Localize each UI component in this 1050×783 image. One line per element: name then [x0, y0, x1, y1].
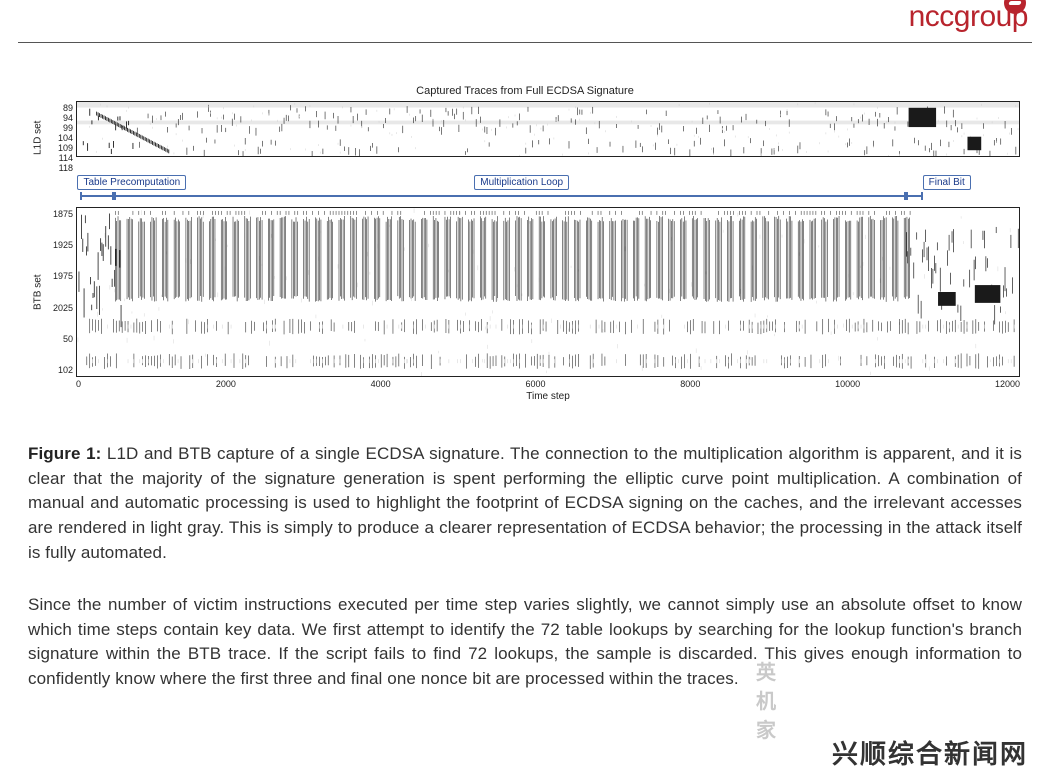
figure-title: Captured Traces from Full ECDSA Signatur…	[30, 85, 1020, 97]
body-paragraph: Since the number of victim instructions …	[28, 593, 1022, 692]
ytick: 89	[46, 103, 73, 113]
xtick: 12000	[995, 379, 1020, 389]
panel-l1d: L1D set 899499104109114118	[30, 101, 1020, 175]
xtick: 10000	[835, 379, 860, 389]
l1d-trace-svg	[77, 102, 1019, 156]
btb-yticks: 1875 1925 1975 2025 50 102	[46, 207, 76, 377]
btb-plot-area	[76, 207, 1020, 377]
annotation-span	[906, 195, 923, 197]
caption-text: L1D and BTB capture of a single ECDSA si…	[28, 444, 1022, 562]
ytick: 1925	[46, 240, 73, 250]
annotation-box: Table Precomputation	[77, 175, 186, 190]
ytick: 1875	[46, 209, 73, 219]
watermark-main: 兴顺综合新闻网	[832, 740, 1028, 769]
ytick: 50	[46, 334, 73, 344]
watermark: 英机家 兴顺综合新闻网	[832, 734, 1028, 771]
btb-trace-svg	[77, 208, 1019, 376]
ytick: 118	[46, 163, 73, 173]
xtick: 2000	[216, 379, 236, 389]
annotation-box: Multiplication Loop	[474, 175, 569, 190]
ytick: 99	[46, 123, 73, 133]
ytick: 109	[46, 143, 73, 153]
xaxis-row: 0 2000 4000 6000 8000 10000 12000	[76, 377, 1020, 389]
ytick: 102	[46, 365, 73, 375]
ytick: 2025	[46, 303, 73, 313]
caption-lead: Figure 1:	[28, 444, 101, 463]
header-rule	[18, 42, 1032, 43]
annotation-span	[114, 195, 905, 197]
xtick: 4000	[371, 379, 391, 389]
ytick: 104	[46, 133, 73, 143]
ytick: 94	[46, 113, 73, 123]
annotation-row: Table Precomputation Multiplication Loop F…	[76, 175, 1020, 207]
xaxis-label: Time step	[76, 391, 1020, 402]
xticks: 0 2000 4000 6000 8000 10000 12000	[76, 377, 1020, 389]
ytick: 1975	[46, 271, 73, 281]
l1d-plot-area	[76, 101, 1020, 157]
annotation-span	[80, 195, 114, 197]
l1d-ylabel: L1D set	[30, 101, 46, 175]
figure-1: Captured Traces from Full ECDSA Signatur…	[30, 85, 1020, 402]
brand-logo: nccgroup	[909, 0, 1028, 34]
figure-caption: Figure 1: L1D and BTB capture of a singl…	[28, 442, 1022, 565]
brand-name-a: ncc	[909, 0, 954, 33]
ytick: 114	[46, 153, 73, 163]
xtick: 6000	[525, 379, 545, 389]
page-header: nccgroup	[0, 0, 1050, 50]
chart-container: L1D set 899499104109114118 Table Precomp…	[30, 101, 1020, 402]
xtick: 0	[76, 379, 81, 389]
l1d-yticks: 899499104109114118	[46, 101, 76, 175]
btb-ylabel: BTB set	[30, 207, 46, 377]
panel-btb: BTB set 1875 1925 1975 2025 50 102	[30, 207, 1020, 377]
xtick: 8000	[680, 379, 700, 389]
annotation-box: Final Bit	[923, 175, 971, 190]
